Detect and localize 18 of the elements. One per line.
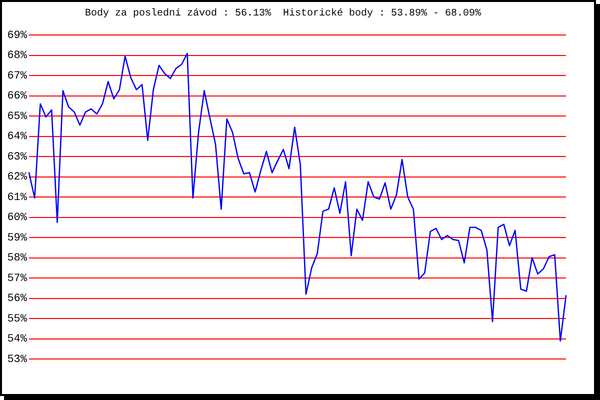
y-tick-label: 55% [7, 313, 28, 326]
y-tick-label: 63% [7, 151, 28, 164]
y-tick-label: 66% [7, 90, 28, 103]
y-tick-label: 60% [7, 212, 28, 224]
y-tick-label: 53% [7, 354, 28, 366]
y-tick-label: 58% [7, 252, 28, 265]
y-tick-label: 62% [7, 172, 28, 184]
y-tick-label: 57% [7, 272, 28, 285]
chart-title: Body za poslední závod : 56.13% Historické body : 53.89% - 68.09% [84, 8, 482, 20]
y-tick-label: 68% [7, 50, 28, 62]
y-tick-label: 56% [7, 293, 28, 306]
y-tick-label: 59% [7, 232, 28, 244]
y-tick-label: 64% [7, 131, 28, 144]
y-tick-label: 69% [7, 30, 28, 42]
y-tick-label: 67% [7, 70, 28, 82]
y-tick-label: 65% [7, 110, 28, 123]
y-tick-label: 54% [7, 334, 28, 346]
y-tick-label: 61% [7, 192, 28, 204]
